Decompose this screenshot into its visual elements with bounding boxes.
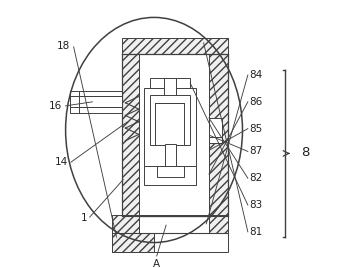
Text: 81: 81 bbox=[250, 227, 263, 237]
Text: 87: 87 bbox=[250, 146, 263, 157]
Bar bbox=[164, 78, 176, 100]
Bar bbox=[209, 118, 222, 143]
Bar bbox=[112, 233, 154, 252]
Text: 84: 84 bbox=[250, 70, 263, 80]
Bar bbox=[122, 38, 228, 54]
Text: A: A bbox=[153, 259, 160, 268]
Bar bbox=[70, 96, 122, 107]
Text: 86: 86 bbox=[250, 97, 263, 107]
Bar bbox=[139, 215, 209, 233]
Bar bbox=[122, 54, 139, 216]
Bar bbox=[144, 166, 196, 185]
Bar bbox=[144, 88, 196, 166]
Bar bbox=[209, 54, 228, 216]
Text: 14: 14 bbox=[55, 157, 68, 167]
Bar bbox=[139, 54, 209, 216]
Text: 8: 8 bbox=[301, 146, 310, 159]
Text: 16: 16 bbox=[49, 101, 62, 111]
Bar bbox=[165, 144, 176, 166]
Text: 83: 83 bbox=[250, 200, 263, 210]
Bar bbox=[150, 78, 190, 88]
Bar bbox=[112, 215, 228, 233]
Text: 18: 18 bbox=[57, 41, 70, 51]
Bar bbox=[70, 91, 79, 113]
Text: 1: 1 bbox=[80, 213, 87, 224]
Bar bbox=[150, 95, 190, 145]
Bar bbox=[157, 166, 183, 177]
Text: 82: 82 bbox=[250, 173, 263, 183]
Bar bbox=[155, 103, 184, 145]
Bar bbox=[112, 233, 228, 252]
Text: 85: 85 bbox=[250, 124, 263, 134]
